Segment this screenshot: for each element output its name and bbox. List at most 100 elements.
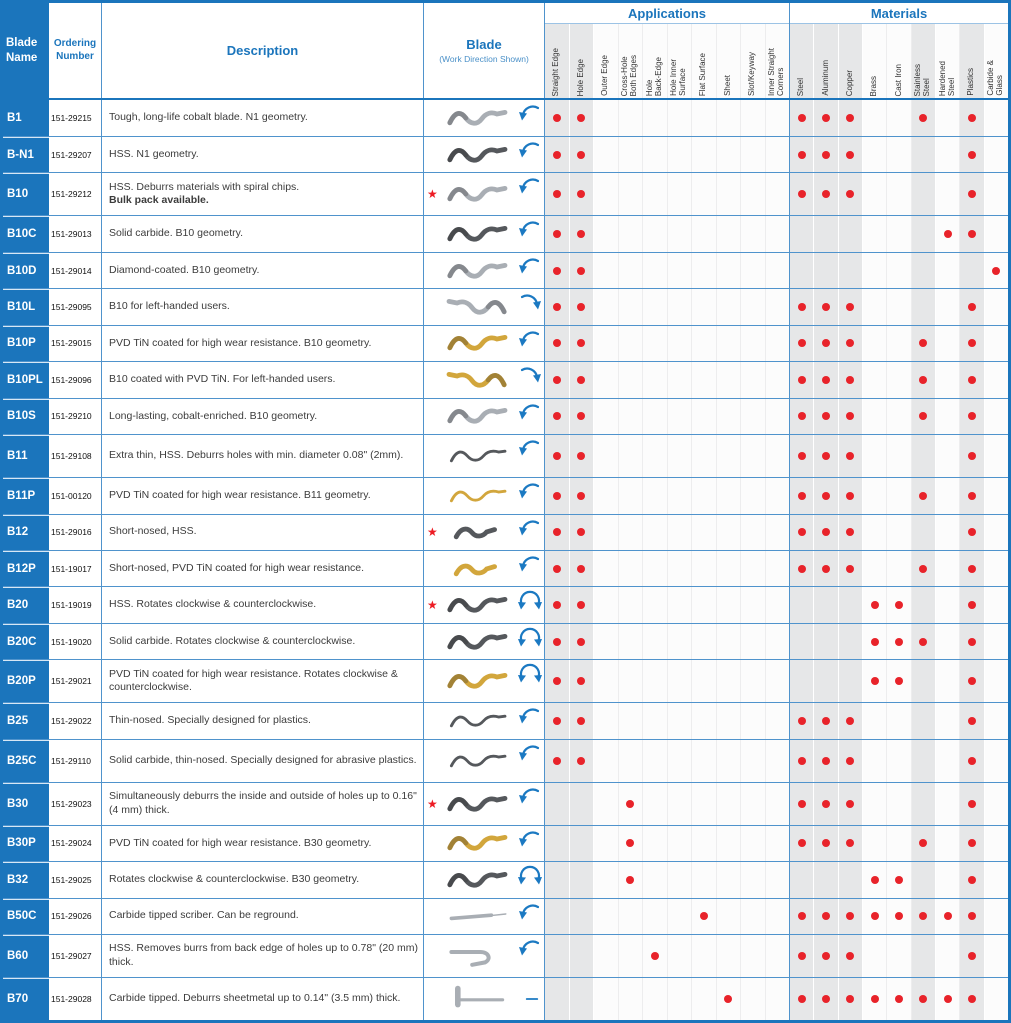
grid-cell — [838, 137, 863, 173]
description-line: PVD TiN coated for high wear resistance.… — [109, 336, 372, 349]
grid-cell — [692, 935, 717, 977]
grid-cell — [838, 898, 863, 934]
grid-cell — [643, 289, 668, 325]
grid-cell — [569, 173, 594, 216]
description: PVD TiN coated for high wear resistance.… — [102, 478, 424, 514]
grid-cell — [545, 825, 570, 862]
blade-image-cell: ★ — [424, 587, 545, 623]
blade-photo-icon — [439, 178, 515, 210]
description: Carbide tipped scriber. Can be reground. — [102, 898, 424, 934]
work-direction-arrow-icon — [518, 140, 542, 164]
red-dot-icon — [797, 150, 806, 159]
blade-photo-icon — [439, 139, 515, 171]
red-dot-icon — [846, 912, 855, 921]
header-blade: Blade (Work Direction Shown) — [424, 3, 545, 98]
grid-cell — [911, 289, 936, 325]
grid-cell — [618, 935, 643, 977]
red-dot-icon — [552, 150, 561, 159]
blade-image-cell: ★ — [424, 100, 545, 136]
grid-cell — [569, 935, 594, 977]
grid-cell — [667, 435, 692, 478]
applications-cells — [545, 550, 790, 587]
description: Short-nosed, HSS. — [102, 514, 424, 550]
blade-name: B25C — [3, 739, 49, 782]
grid-cell — [741, 782, 766, 825]
red-dot-icon — [943, 912, 952, 921]
blade-name: B10C — [3, 216, 49, 252]
red-dot-icon — [797, 995, 806, 1003]
grid-cell — [692, 825, 717, 862]
red-dot-icon — [870, 912, 879, 921]
grid-cell — [741, 550, 766, 587]
applications-cells — [545, 935, 790, 977]
grid-cell — [790, 825, 815, 862]
red-dot-icon — [577, 303, 586, 312]
work-direction-arrow-icon — [518, 103, 542, 127]
blade-name: B10D — [3, 252, 49, 289]
grid-cell — [862, 623, 888, 660]
materials-cells — [790, 623, 1008, 660]
red-dot-icon — [919, 995, 928, 1003]
grid-cell — [594, 289, 619, 325]
blade-photo-icon — [439, 705, 515, 737]
grid-cell — [716, 739, 741, 782]
grid-cell — [887, 935, 912, 977]
grid-cell — [716, 825, 741, 862]
grid-cell — [545, 137, 570, 173]
grid-cell — [545, 935, 570, 977]
grid-cell — [618, 252, 643, 289]
work-direction-arrow-icon — [518, 829, 542, 853]
ordering-number: 151-29016 — [49, 514, 102, 550]
grid-cell — [643, 935, 668, 977]
grid-cell — [667, 862, 692, 898]
grid-cell — [692, 398, 717, 435]
app-col-header-6: Hole Inner Surface — [667, 24, 692, 98]
materials-cells — [790, 935, 1008, 977]
grid-cell — [741, 137, 766, 173]
grid-cell — [765, 216, 789, 252]
blade-image-cell: ★ — [424, 289, 545, 325]
grid-cell — [594, 398, 619, 435]
grid-cell — [814, 137, 839, 173]
grid-cell — [862, 898, 888, 934]
grid-cell — [911, 550, 936, 587]
grid-cell — [569, 252, 594, 289]
grid-cell — [569, 587, 594, 623]
grid-cell — [862, 514, 888, 550]
grid-cell — [692, 216, 717, 252]
grid-cell — [887, 435, 912, 478]
grid-cell — [960, 435, 985, 478]
column-label: Hardened Steel — [937, 60, 956, 96]
app-col-header-3: Outer Edge — [594, 24, 619, 98]
grid-cell — [716, 137, 741, 173]
grid-cell — [887, 478, 912, 514]
grid-cell — [716, 362, 741, 398]
red-dot-icon — [870, 995, 879, 1003]
description: Carbide tipped. Deburrs sheetmetal up to… — [102, 978, 424, 1020]
red-dot-icon — [846, 339, 855, 348]
grid-cell — [960, 978, 985, 1020]
grid-cell — [545, 898, 570, 934]
red-dot-icon — [846, 839, 855, 848]
grid-cell — [814, 623, 839, 660]
table-row: B30 151-29023 Simultaneously deburrs the… — [3, 781, 1008, 825]
red-dot-icon — [552, 756, 561, 765]
grid-cell — [984, 978, 1008, 1020]
blade-photo-icon — [439, 440, 515, 472]
grid-cell — [741, 862, 766, 898]
grid-cell — [911, 398, 936, 435]
grid-cell — [594, 514, 619, 550]
grid-cell — [618, 898, 643, 934]
blade-image-cell: ★ — [424, 660, 545, 703]
grid-cell — [838, 289, 863, 325]
grid-cell — [960, 862, 985, 898]
grid-cell — [643, 623, 668, 660]
column-label: Plastics — [966, 68, 976, 96]
table-row: B20P 151-29021 PVD TiN coated for high w… — [3, 659, 1008, 703]
description-line: Long-lasting, cobalt-enriched. B10 geome… — [109, 409, 318, 422]
ordering-number: 151-29095 — [49, 289, 102, 325]
grid-cell — [935, 398, 961, 435]
grid-cell — [765, 782, 789, 825]
grid-cell — [838, 173, 863, 216]
grid-cell — [643, 100, 668, 136]
